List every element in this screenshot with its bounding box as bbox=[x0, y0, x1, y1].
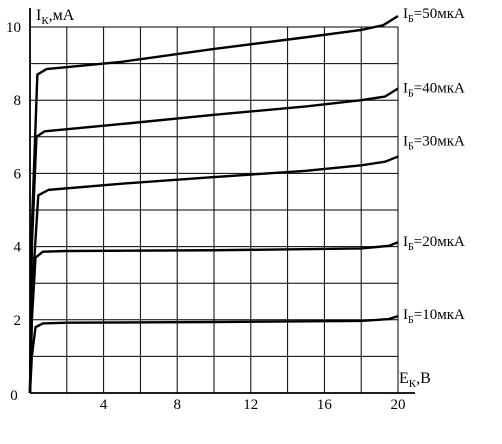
curve-label-main: I bbox=[403, 80, 408, 96]
y-tick-label: 4 bbox=[14, 240, 22, 256]
x-axis-title-unit: ,В bbox=[416, 370, 431, 387]
curve-label-value: =50мкА bbox=[414, 6, 465, 22]
curve-label-sub: Б bbox=[408, 315, 414, 326]
y-tick-label: 10 bbox=[6, 20, 21, 36]
curve-label: IБ=20мкА bbox=[403, 234, 465, 253]
x-axis-title-main: E bbox=[399, 370, 409, 387]
x-tick-label: 4 bbox=[100, 397, 108, 413]
y-axis-title: IК,мА bbox=[36, 7, 75, 27]
y-tick-label: 6 bbox=[14, 166, 22, 182]
curve-label-value: =40мкА bbox=[414, 80, 465, 96]
y-axis-title-unit: ,мА bbox=[49, 7, 75, 24]
curve-label-main: I bbox=[403, 134, 408, 150]
curve-label-main: I bbox=[403, 234, 408, 250]
curve-label: IБ=50мкА bbox=[403, 6, 465, 25]
x-axis-title-sub: К bbox=[409, 378, 417, 390]
curve-label-sub: Б bbox=[408, 88, 414, 99]
y-axis-title-main: I bbox=[36, 7, 41, 24]
curve-label-sub: Б bbox=[408, 14, 414, 25]
curve-label-value: =10мкА bbox=[414, 307, 465, 323]
x-axis-title: EК,В bbox=[399, 370, 431, 390]
x-tick-label: 16 bbox=[317, 397, 333, 413]
y-tick-label: 2 bbox=[14, 313, 22, 329]
curve-label-main: I bbox=[403, 307, 408, 323]
grid bbox=[30, 26, 399, 393]
curve-label-main: I bbox=[403, 6, 408, 22]
curve-line bbox=[28, 155, 399, 394]
curve-label-value: =20мкА bbox=[414, 234, 465, 250]
plot-area bbox=[28, 15, 399, 394]
y-tick-label: 8 bbox=[14, 93, 22, 109]
curve-label-sub: Б bbox=[408, 242, 414, 253]
curve-label-value: =30мкА bbox=[414, 134, 465, 150]
x-tick-label: 20 bbox=[391, 397, 406, 413]
curve-label: IБ=30мкА bbox=[403, 134, 465, 153]
y-axis-title-sub: К bbox=[41, 15, 49, 27]
curve-label: IБ=10мкА bbox=[403, 307, 465, 326]
curve-line bbox=[28, 15, 399, 394]
curve-label-sub: Б bbox=[408, 142, 414, 153]
origin-label: 0 bbox=[10, 388, 18, 404]
x-tick-label: 8 bbox=[173, 397, 181, 413]
curve-line bbox=[28, 314, 399, 394]
curve-label: IБ=40мкА bbox=[403, 80, 465, 99]
x-tick-label: 12 bbox=[243, 397, 258, 413]
